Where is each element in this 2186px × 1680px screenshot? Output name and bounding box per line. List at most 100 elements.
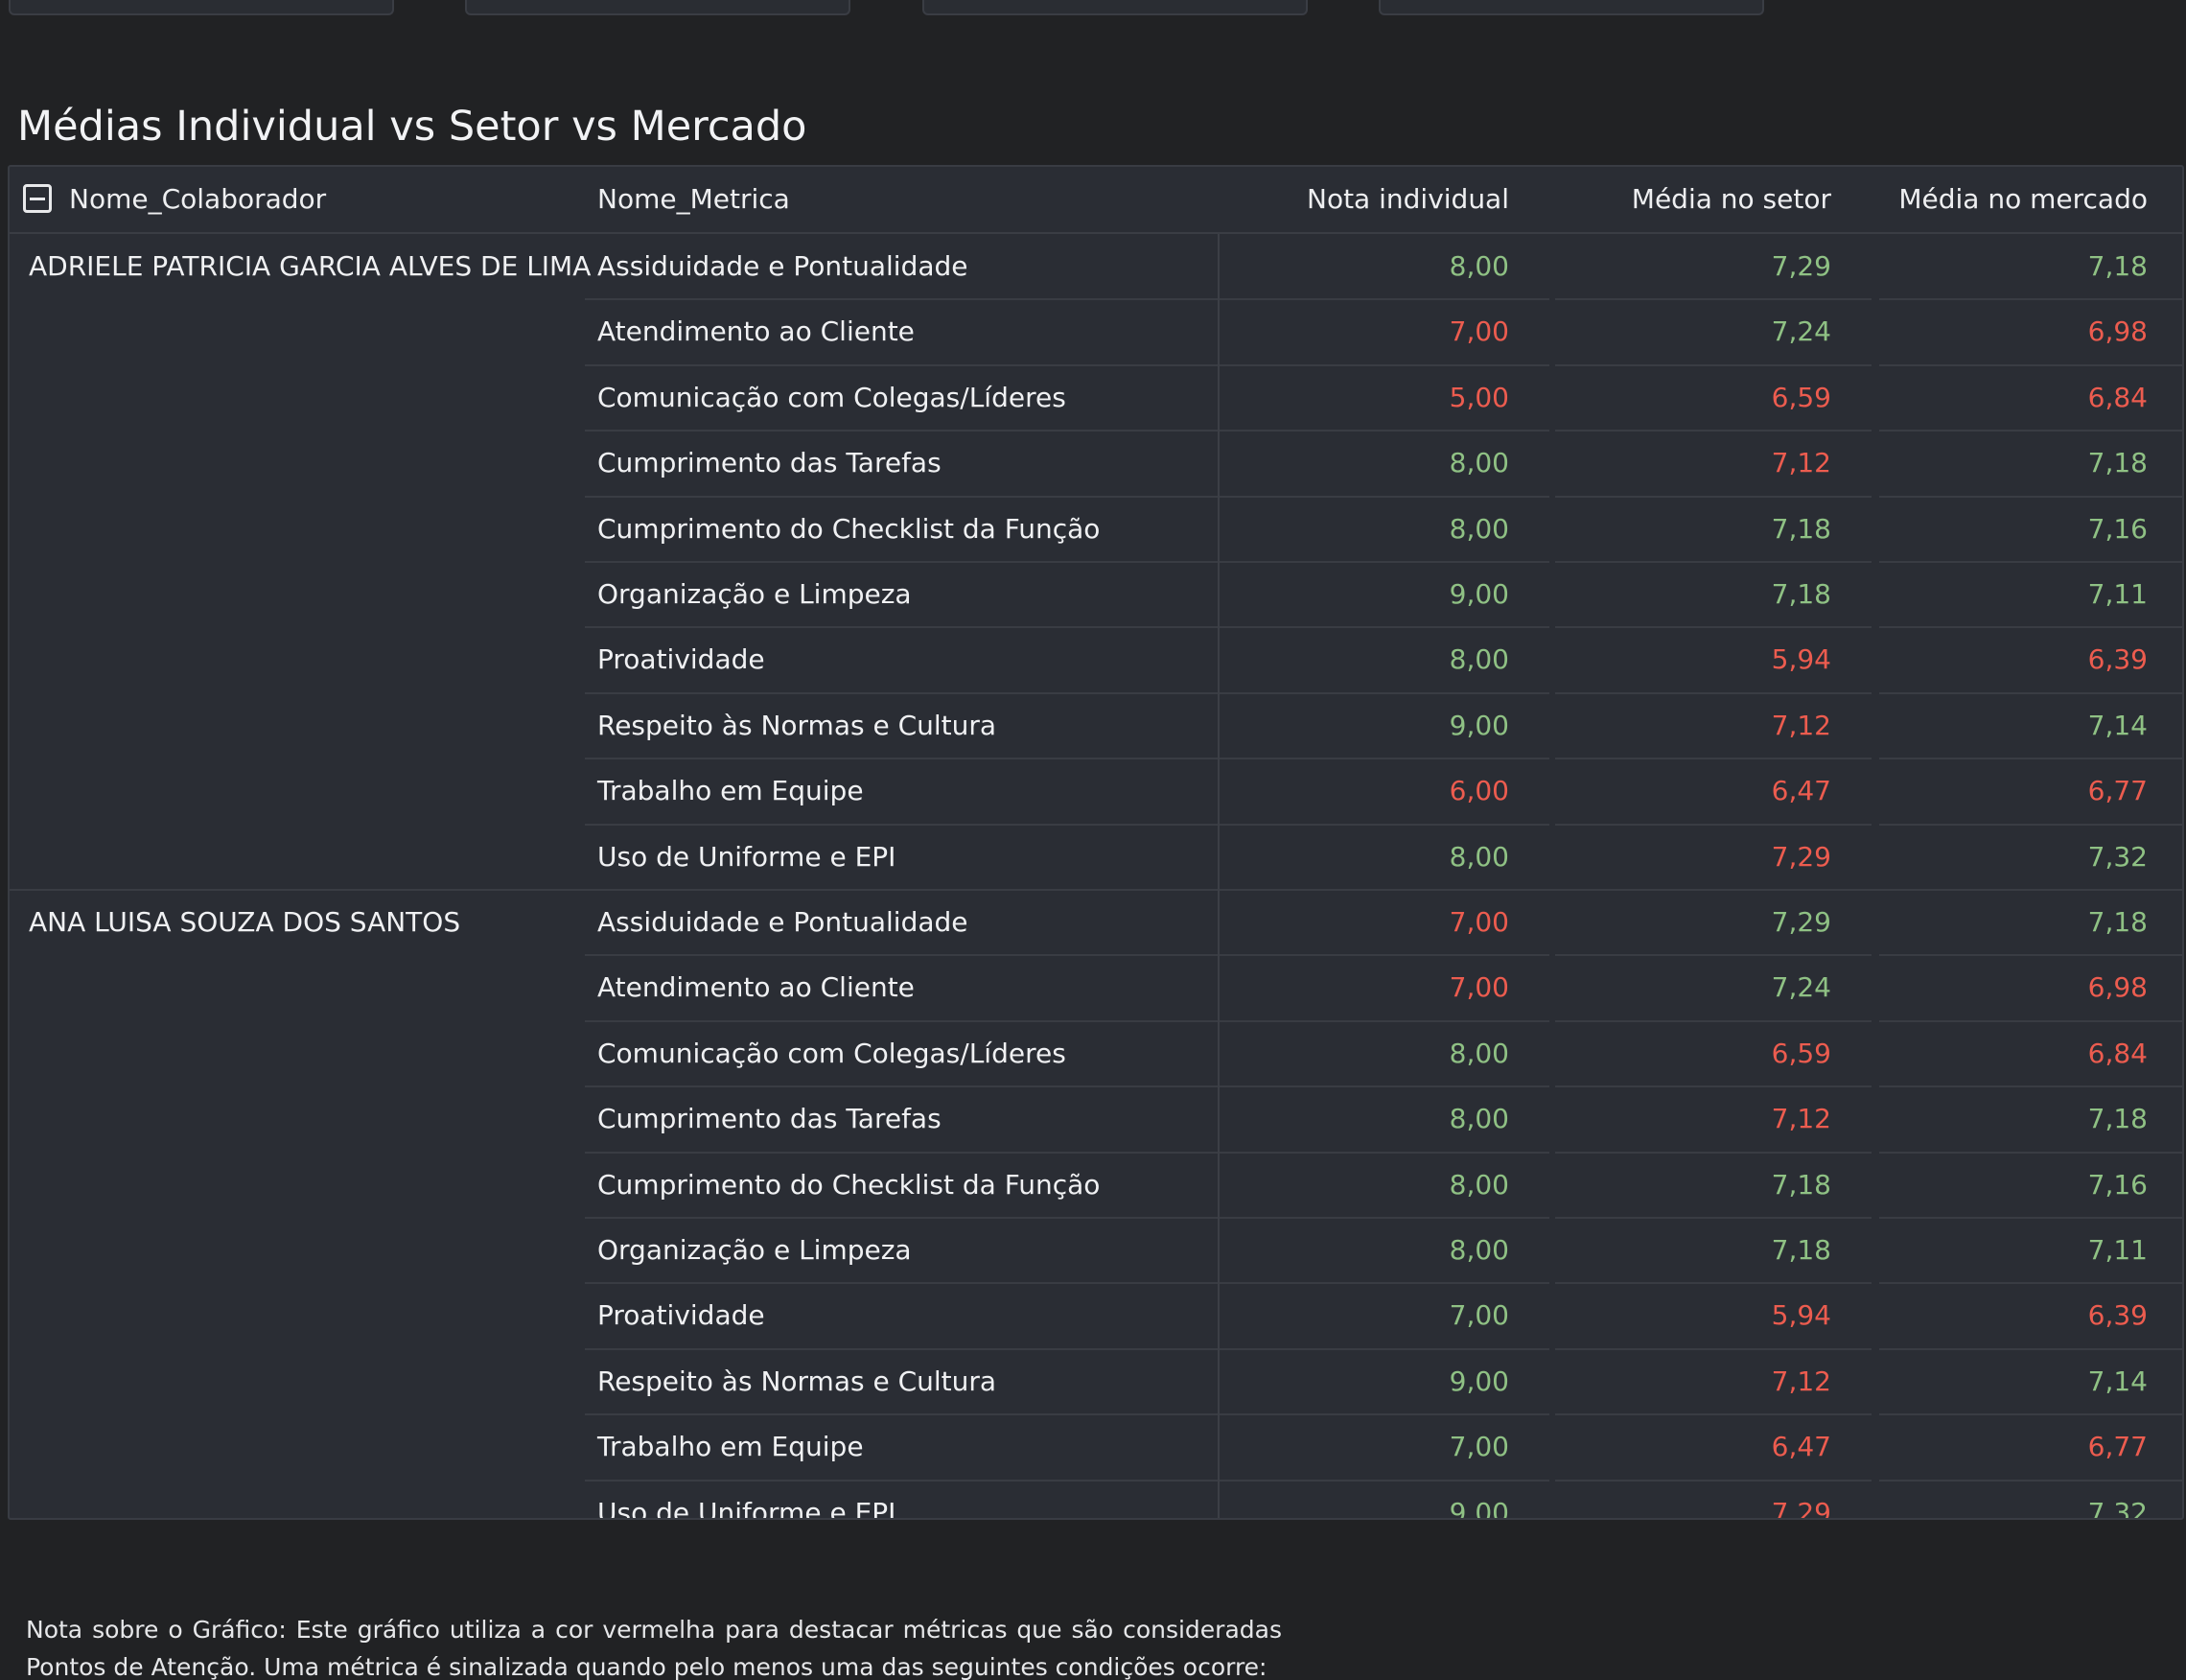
header-nome-metrica[interactable]: Nome_Metrica [597, 183, 790, 215]
media-mercado-cell: 7,32 [2087, 1496, 2148, 1520]
row-separator [1220, 298, 1549, 301]
row-separator [585, 1217, 1218, 1219]
row-separator [1220, 1347, 1549, 1350]
media-setor-cell: 7,18 [1771, 512, 1831, 545]
table-row[interactable] [10, 562, 2182, 627]
colaborador-name[interactable]: ANA LUISA SOUZA DOS SANTOS [29, 906, 461, 938]
row-separator [1555, 1413, 1872, 1416]
metric-name-cell: Uso de Uniforme e EPI [597, 840, 896, 873]
media-mercado-cell: 7,11 [2087, 578, 2148, 610]
table-row[interactable] [10, 825, 2182, 890]
table-row[interactable] [10, 955, 2182, 1020]
nota-individual-cell: 9,00 [1449, 578, 1509, 610]
row-separator [1879, 363, 2182, 366]
media-setor-cell: 7,18 [1771, 578, 1831, 610]
top-card-3[interactable] [922, 0, 1308, 15]
table-row[interactable] [10, 1414, 2182, 1480]
row-separator [1220, 495, 1549, 498]
row-separator [585, 495, 1218, 498]
nota-individual-cell: 8,00 [1449, 840, 1509, 873]
media-setor-cell: 6,59 [1771, 381, 1831, 413]
row-separator [1220, 626, 1549, 629]
nota-individual-cell: 8,00 [1449, 512, 1509, 545]
row-separator [1555, 561, 1872, 563]
media-mercado-cell: 7,18 [2087, 1103, 2148, 1135]
table-row[interactable] [10, 890, 2182, 955]
table-row[interactable] [10, 1218, 2182, 1283]
row-separator [1555, 1347, 1872, 1350]
row-separator [1555, 691, 1872, 694]
table-row[interactable] [10, 299, 2182, 364]
header-nome-colaborador[interactable]: Nome_Colaborador [69, 183, 327, 215]
table-row[interactable] [10, 234, 2182, 299]
metric-name-cell: Atendimento ao Cliente [597, 315, 915, 348]
nota-individual-cell: 6,00 [1449, 775, 1509, 807]
row-separator [1879, 1019, 2182, 1022]
table-row[interactable] [10, 1021, 2182, 1086]
table-row[interactable] [10, 758, 2182, 824]
media-setor-cell: 6,47 [1771, 775, 1831, 807]
header-media-setor[interactable]: Média no setor [1631, 183, 1831, 215]
row-separator [1879, 1085, 2182, 1088]
table-row[interactable] [10, 1481, 2182, 1518]
row-separator [1879, 298, 2182, 301]
media-mercado-cell: 7,18 [2087, 250, 2148, 282]
row-separator [1555, 495, 1872, 498]
header-media-mercado[interactable]: Média no mercado [1898, 183, 2148, 215]
row-separator [1879, 1217, 2182, 1219]
media-setor-cell: 7,24 [1771, 315, 1831, 348]
table-row[interactable] [10, 627, 2182, 692]
media-mercado-cell: 6,84 [2087, 381, 2148, 413]
row-separator [1879, 561, 2182, 563]
row-separator [1879, 1347, 2182, 1350]
media-setor-cell: 5,94 [1771, 1299, 1831, 1332]
nota-individual-cell: 8,00 [1449, 1168, 1509, 1201]
metric-name-cell: Cumprimento das Tarefas [597, 447, 942, 479]
top-card-4[interactable] [1379, 0, 1764, 15]
metric-name-cell: Proatividade [597, 643, 765, 676]
table-row[interactable] [10, 1086, 2182, 1152]
table-row[interactable] [10, 1349, 2182, 1414]
row-separator [1220, 430, 1549, 432]
row-separator [1555, 430, 1872, 432]
metric-name-cell: Respeito às Normas e Cultura [597, 709, 997, 741]
row-separator [585, 1151, 1218, 1154]
media-mercado-cell: 6,77 [2087, 1431, 2148, 1463]
table-row[interactable] [10, 693, 2182, 758]
top-card-1[interactable] [9, 0, 394, 15]
row-separator [1220, 758, 1549, 760]
row-separator [1555, 1085, 1872, 1088]
metric-name-cell: Cumprimento do Checklist da Função [597, 1168, 1101, 1201]
media-mercado-cell: 6,39 [2087, 1299, 2148, 1332]
row-separator [1220, 691, 1549, 694]
colaborador-name[interactable]: ADRIELE PATRICIA GARCIA ALVES DE LIMA [29, 250, 592, 282]
row-separator [1879, 1479, 2182, 1482]
row-separator [1555, 298, 1872, 301]
table-row[interactable] [10, 365, 2182, 431]
media-setor-cell: 7,18 [1771, 1234, 1831, 1266]
metric-name-cell: Cumprimento das Tarefas [597, 1103, 942, 1135]
row-separator [1555, 1217, 1872, 1219]
media-mercado-cell: 6,39 [2087, 643, 2148, 676]
row-separator [585, 823, 1218, 826]
nota-individual-cell: 8,00 [1449, 1234, 1509, 1266]
row-separator [1555, 758, 1872, 760]
matrix-table[interactable]: Nome_Colaborador Nome_Metrica Nota indiv… [8, 165, 2184, 1520]
nota-individual-cell: 9,00 [1449, 1496, 1509, 1520]
header-nota-individual[interactable]: Nota individual [1307, 183, 1509, 215]
table-row[interactable] [10, 1283, 2182, 1348]
report-title: Médias Individual vs Setor vs Mercado [17, 103, 807, 151]
collapse-icon[interactable] [23, 184, 52, 213]
row-separator [585, 1085, 1218, 1088]
row-separator [1220, 561, 1549, 563]
table-row[interactable] [10, 431, 2182, 496]
top-card-2[interactable] [465, 0, 850, 15]
metric-name-cell: Assiduidade e Pontualidade [597, 250, 968, 282]
row-separator [585, 954, 1218, 957]
row-separator [1879, 1282, 2182, 1285]
metric-name-cell: Organização e Limpeza [597, 1234, 912, 1266]
metric-name-cell: Uso de Uniforme e EPI [597, 1496, 896, 1520]
row-separator [585, 626, 1218, 629]
metric-name-cell: Proatividade [597, 1299, 765, 1332]
